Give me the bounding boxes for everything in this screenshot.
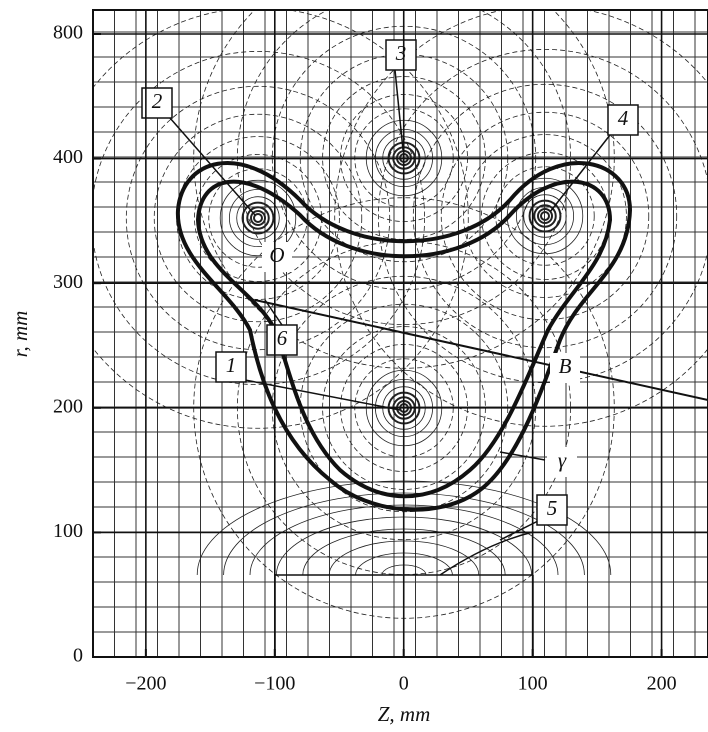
field-line: [254, 214, 262, 222]
x-tick-label: −200: [125, 673, 166, 695]
annotation: 1: [226, 353, 237, 377]
x-tick-label: 0: [399, 673, 409, 695]
x-tick-label: −100: [254, 673, 295, 695]
annotation: γ: [558, 448, 567, 472]
y-axis-label: r, mm: [8, 311, 32, 358]
y-tick-label: 800: [53, 22, 83, 44]
annotation: O: [269, 243, 284, 267]
page: {"chart_data": {"type": "field-map", "xl…: [0, 0, 708, 732]
field-line: [177, 137, 340, 300]
annotation: 4: [618, 106, 629, 130]
x-tick-label: 100: [518, 673, 548, 695]
y-tick-label: 100: [53, 520, 83, 542]
field-line: [126, 86, 389, 349]
annotation: B: [559, 354, 572, 378]
annotation: 2: [152, 89, 163, 113]
field-line: [154, 114, 362, 322]
y-tick-label: 200: [53, 395, 83, 417]
annotation: 5: [547, 496, 558, 520]
annotation: 3: [395, 41, 407, 65]
chart: 1 2 3 4 5 6 O Bγ Z, mm r, mm −200 −100 0 100 200 0 10…: [0, 0, 708, 732]
y-tick-label: 300: [53, 271, 83, 293]
y-tick-label: 0: [73, 645, 83, 667]
annotation: 6: [277, 326, 288, 350]
x-axis-label: Z, mm: [378, 702, 431, 726]
x-tick-label: 200: [647, 673, 677, 695]
y-tick-label: 400: [53, 146, 83, 168]
